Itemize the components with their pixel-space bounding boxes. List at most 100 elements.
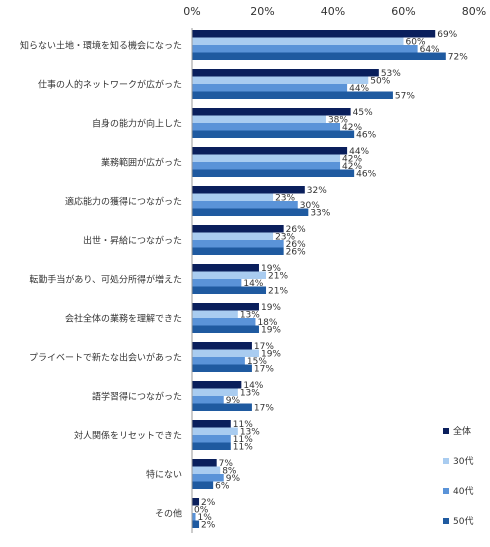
bar xyxy=(192,30,436,38)
category-label: その他 xyxy=(155,508,182,520)
bar xyxy=(192,435,231,443)
data-label: 72% xyxy=(448,53,468,63)
data-label: 13% xyxy=(240,311,260,321)
data-label: 2% xyxy=(201,521,216,531)
legend-swatch xyxy=(443,488,449,494)
x-axis-ticks: 0% 20% 40% 60% 80% xyxy=(183,5,486,18)
x-tick-label: 60% xyxy=(391,5,415,18)
bar xyxy=(192,84,348,92)
category-label: 出世・昇給につながった xyxy=(83,235,182,247)
bar xyxy=(192,459,217,467)
bar xyxy=(192,37,404,45)
data-label: 57% xyxy=(395,92,415,102)
data-label: 21% xyxy=(268,287,288,297)
x-tick-label: 80% xyxy=(462,5,486,18)
bar-series: 69%60%64%72%53%50%44%57%45%38%42%46%44%4… xyxy=(192,30,468,531)
category-label: プライベートで新たな出会いがあった xyxy=(29,352,182,364)
bar xyxy=(192,247,284,255)
data-label: 19% xyxy=(261,326,281,336)
data-label: 8% xyxy=(222,467,237,477)
category-label: 転勤手当があり、可処分所得が増えた xyxy=(29,274,182,286)
bar xyxy=(192,364,252,372)
data-label: 44% xyxy=(349,147,369,157)
bar xyxy=(192,325,259,333)
bar xyxy=(192,498,200,506)
data-label: 30% xyxy=(300,201,320,211)
data-label: 14% xyxy=(243,279,263,289)
legend-swatch xyxy=(443,428,449,434)
legend-label: 50代 xyxy=(453,516,473,527)
legend-label: 全体 xyxy=(453,425,471,437)
data-label: 26% xyxy=(286,225,306,235)
bar xyxy=(192,388,238,396)
bar xyxy=(192,225,284,233)
bar xyxy=(192,115,326,123)
data-label: 13% xyxy=(240,389,260,399)
data-label: 11% xyxy=(233,443,253,453)
category-label: 特にない xyxy=(146,469,182,481)
data-label: 15% xyxy=(247,357,267,367)
data-label: 42% xyxy=(342,123,362,133)
data-label: 19% xyxy=(261,303,281,313)
category-labels: 知らない土地・環境を知る機会になった仕事の人的ネットワークが広がった自身の能力が… xyxy=(20,40,182,520)
category-label: 知らない土地・環境を知る機会になった xyxy=(20,40,182,52)
bar xyxy=(192,264,259,272)
bar xyxy=(192,52,446,60)
legend-swatch xyxy=(443,458,449,464)
data-label: 46% xyxy=(356,170,376,180)
bar xyxy=(192,474,224,482)
bar xyxy=(192,481,214,489)
data-label: 14% xyxy=(243,381,263,391)
bar xyxy=(192,381,242,389)
data-label: 21% xyxy=(268,272,288,282)
bar xyxy=(192,186,305,194)
bar xyxy=(192,279,242,287)
data-label: 45% xyxy=(353,108,373,118)
data-label: 26% xyxy=(286,248,306,258)
category-label: 仕事の人的ネットワークが広がった xyxy=(38,79,182,91)
data-label: 44% xyxy=(349,84,369,94)
data-label: 53% xyxy=(381,69,401,79)
bar xyxy=(192,396,224,404)
data-label: 18% xyxy=(257,318,277,328)
bar xyxy=(192,69,379,77)
data-label: 1% xyxy=(198,513,213,523)
data-label: 17% xyxy=(254,365,274,375)
bar xyxy=(192,520,200,528)
bar xyxy=(192,513,196,521)
legend-label: 40代 xyxy=(453,486,473,497)
data-label: 64% xyxy=(420,45,440,55)
bar xyxy=(192,427,238,435)
data-label: 60% xyxy=(406,38,426,48)
data-label: 6% xyxy=(215,482,230,492)
x-tick-label: 40% xyxy=(321,5,345,18)
data-label: 11% xyxy=(233,420,253,430)
data-label: 0% xyxy=(194,506,209,516)
category-label: 適応能力の獲得につながった xyxy=(65,196,182,208)
bar xyxy=(192,271,267,279)
bar xyxy=(192,201,298,209)
legend-label: 30代 xyxy=(453,456,473,467)
bar xyxy=(192,154,341,162)
category-label: 語学習得につながった xyxy=(92,391,182,403)
category-label: 業務範囲が広がった xyxy=(101,157,182,169)
bar xyxy=(192,162,341,170)
bar xyxy=(192,342,252,350)
data-label: 26% xyxy=(286,240,306,250)
bar xyxy=(192,130,355,138)
bar xyxy=(192,466,221,474)
category-label: 自身の能力が向上した xyxy=(92,118,182,130)
data-label: 9% xyxy=(226,474,241,484)
bar xyxy=(192,208,309,216)
bar xyxy=(192,303,259,311)
category-label: 対人関係をリセットできた xyxy=(74,430,182,442)
data-label: 46% xyxy=(356,131,376,141)
data-label: 23% xyxy=(275,194,295,204)
bar xyxy=(192,91,393,99)
bar xyxy=(192,108,351,116)
data-label: 50% xyxy=(370,77,390,87)
x-tick-label: 20% xyxy=(250,5,274,18)
bar xyxy=(192,169,355,177)
bar xyxy=(192,420,231,428)
bar xyxy=(192,147,348,155)
